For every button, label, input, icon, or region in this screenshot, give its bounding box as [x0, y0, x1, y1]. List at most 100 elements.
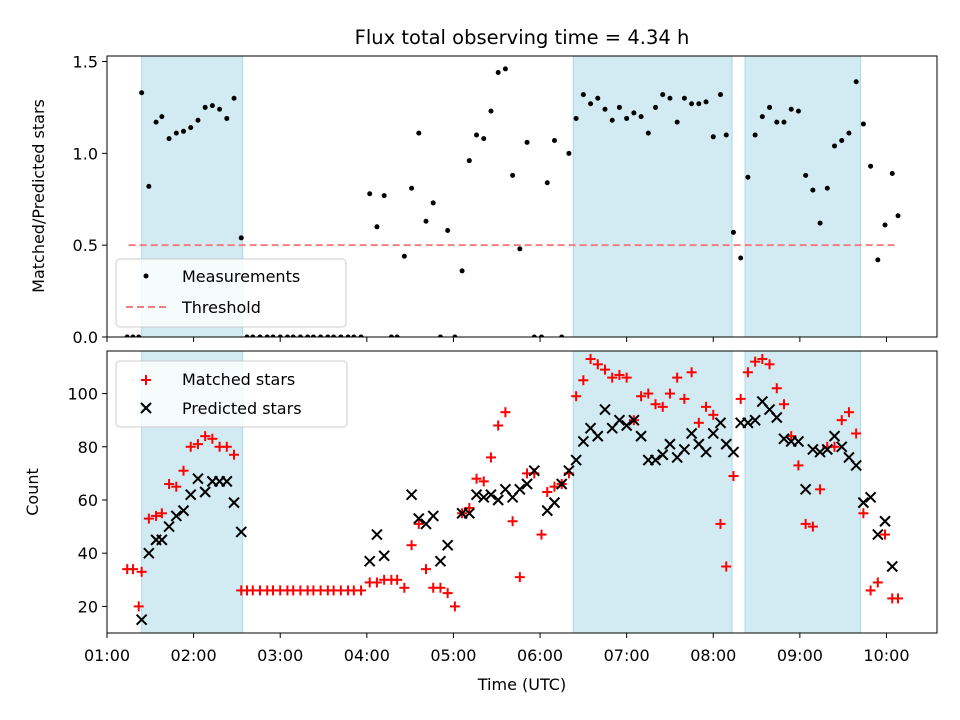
- measurement-point: [723, 132, 729, 138]
- bottom-legend: Matched stars Predicted stars: [115, 360, 348, 428]
- measurement-point: [310, 334, 316, 337]
- top-observing-windows: [141, 56, 861, 337]
- predicted-star-point: [170, 510, 182, 522]
- predicted-star-point: [577, 435, 590, 448]
- measurement-point: [166, 136, 172, 142]
- predicted-star-point: [872, 528, 884, 541]
- measurement-point: [752, 132, 758, 138]
- measurement-point: [264, 334, 270, 337]
- measurement-point: [488, 108, 494, 114]
- predicted-star-point: [235, 526, 247, 538]
- measurement-point: [374, 224, 380, 230]
- matched-star-point: [693, 417, 704, 428]
- measurement-point: [452, 334, 458, 337]
- matched-star-point: [657, 401, 668, 412]
- measurement-point: [810, 187, 816, 193]
- legend-measurements-label: Measurements: [182, 267, 300, 286]
- matched-star-point: [478, 476, 489, 487]
- measurement-point: [689, 101, 695, 107]
- matched-star-point: [185, 441, 196, 452]
- matched-star-point: [771, 383, 782, 394]
- measurement-point: [318, 334, 324, 337]
- measurement-point: [717, 92, 723, 98]
- matched-star-point: [872, 577, 883, 588]
- predicted-star-point: [427, 510, 439, 522]
- matched-star-point: [592, 359, 603, 370]
- matched-star-point: [221, 441, 232, 452]
- x-tick-label: 07:00: [604, 646, 650, 665]
- predicted-star-point: [749, 414, 761, 426]
- predicted-star-point: [828, 430, 841, 442]
- measurement-point: [616, 104, 622, 110]
- predicted-star-point: [707, 427, 719, 440]
- measurement-point: [401, 253, 407, 259]
- matched-star-point: [136, 566, 147, 577]
- matched-star-point: [679, 393, 690, 404]
- x-tick-label: 03:00: [257, 646, 303, 665]
- measurement-point: [674, 119, 680, 125]
- top-legend: Measurements Threshold: [115, 258, 347, 328]
- y-tick-label: 1.0: [73, 144, 98, 163]
- predicted-star-point: [850, 459, 862, 472]
- x-tick-label: 02:00: [171, 646, 217, 665]
- predicted-star-point: [599, 403, 611, 416]
- measurement-point: [437, 334, 443, 337]
- measurement-point: [394, 334, 400, 337]
- measurement-point: [531, 334, 537, 337]
- predicted-star-point: [555, 478, 568, 490]
- predicted-star-point: [886, 560, 898, 573]
- predicted-star-point: [156, 534, 168, 546]
- measurement-point: [231, 95, 237, 101]
- x-tick-label: 04:00: [344, 646, 390, 665]
- predicted-star-point: [821, 443, 834, 456]
- predicted-star-point: [463, 507, 476, 519]
- predicted-star-point: [657, 449, 669, 461]
- matched-star-point: [664, 388, 675, 399]
- predicted-star-point: [548, 496, 561, 509]
- matched-star-point: [542, 487, 553, 497]
- predicted-star-point: [727, 446, 740, 458]
- predicted-star-point: [799, 483, 812, 496]
- matched-star-point: [880, 529, 891, 540]
- observing-window: [572, 351, 733, 633]
- matched-star-point: [607, 372, 618, 383]
- matched-star-point: [672, 372, 683, 383]
- measurement-point: [832, 143, 838, 149]
- matched-star-point: [514, 572, 525, 583]
- matched-star-point: [893, 593, 904, 604]
- predicted-star-point: [864, 491, 877, 504]
- matched-star-point: [413, 518, 424, 529]
- matched-star-point: [200, 431, 211, 442]
- x-tick-label: 09:00: [777, 646, 823, 665]
- measurement-point: [517, 246, 523, 252]
- measurement-point: [367, 191, 373, 197]
- measurement-point: [250, 334, 256, 337]
- matched-star-point: [133, 601, 144, 612]
- measurement-point: [459, 268, 465, 274]
- matched-star-point: [192, 439, 203, 450]
- y-tick-label: 20: [78, 597, 98, 616]
- measurement-point: [803, 172, 809, 178]
- matched-star-point: [750, 356, 761, 367]
- predicted-star-point: [635, 430, 647, 442]
- measurement-point: [146, 183, 152, 189]
- matched-star-point: [178, 465, 189, 476]
- bottom-y-axis-label: Count: [23, 468, 42, 516]
- matched-star-point: [650, 399, 661, 410]
- matched-star-point: [464, 502, 475, 513]
- top-y-axis-label: Matched/Predicted stars: [29, 99, 48, 293]
- matched-star-point: [229, 449, 240, 460]
- measurement-point: [297, 334, 303, 337]
- top-x-axis: [106, 337, 887, 342]
- predicted-star-point: [664, 438, 676, 450]
- predicted-star-point: [879, 515, 891, 527]
- measurement-point: [277, 334, 283, 337]
- matched-star-point: [614, 369, 625, 380]
- measurement-point: [474, 132, 480, 138]
- predicted-star-point: [807, 443, 819, 456]
- bottom-y-axis: 20 40 60 80 100: [67, 385, 107, 616]
- measurement-point: [817, 220, 823, 226]
- matched-star-point: [143, 513, 154, 524]
- matched-star-point: [764, 359, 775, 370]
